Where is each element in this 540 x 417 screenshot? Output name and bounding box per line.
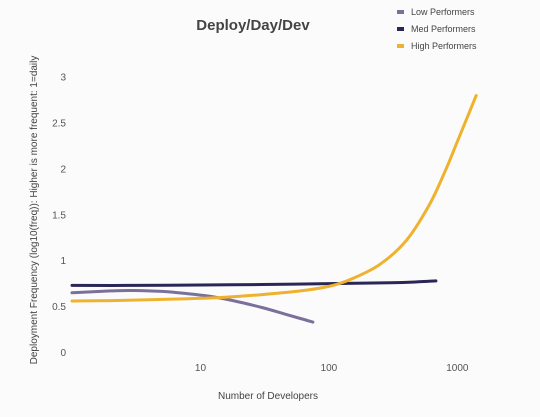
y-axis-title: Deployment Frequency (log10(freq)): High…	[29, 56, 40, 365]
y-tick-label: 0.5	[52, 302, 66, 313]
y-tick-label: 0	[60, 348, 66, 359]
x-tick-label: 1000	[446, 363, 469, 374]
series-line-low-performers	[70, 288, 315, 324]
legend-swatch	[397, 10, 404, 14]
x-tick-label: 100	[321, 363, 338, 374]
legend-label: Med Performers	[411, 24, 476, 34]
x-axis-ticks: 10 100 1000	[195, 363, 469, 374]
series-line-med-performers	[70, 279, 438, 287]
plot-area	[70, 94, 478, 324]
series-line-high-performers	[70, 94, 478, 303]
legend-label: High Performers	[411, 41, 477, 51]
x-tick-label: 10	[195, 363, 207, 374]
y-tick-label: 1.5	[52, 210, 66, 221]
y-tick-label: 2	[60, 164, 66, 175]
legend-label: Low Performers	[411, 7, 475, 17]
y-tick-label: 3	[60, 73, 66, 84]
y-axis-ticks: 0 0.5 1 1.5 2 2.5 3	[52, 73, 66, 359]
y-tick-label: 1	[60, 256, 66, 267]
legend-swatch	[397, 27, 404, 31]
legend: Low Performers Med Performers High Perform…	[397, 7, 477, 51]
legend-swatch	[397, 44, 404, 48]
chart-title: Deploy/Day/Dev	[196, 17, 310, 34]
x-axis-title: Number of Developers	[218, 391, 318, 402]
y-tick-label: 2.5	[52, 119, 66, 130]
